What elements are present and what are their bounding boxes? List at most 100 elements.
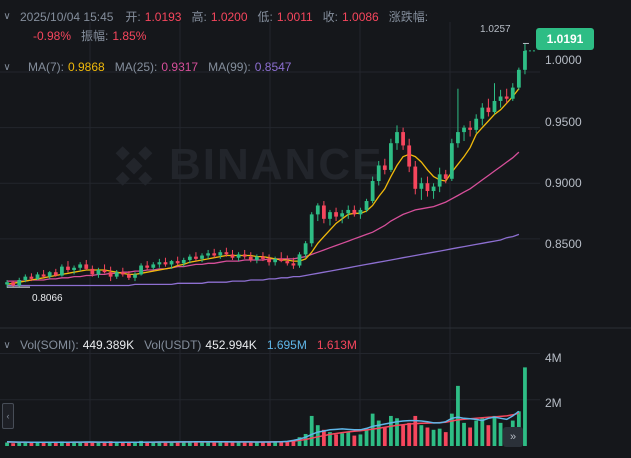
volume-bar xyxy=(96,442,101,446)
volume-bar xyxy=(169,442,174,446)
volume-bar xyxy=(194,442,198,446)
candle-body xyxy=(328,212,332,219)
volume-bar xyxy=(206,441,211,446)
close-label: 收: xyxy=(322,10,339,24)
candle-body xyxy=(523,50,527,70)
change-value: -0.98% xyxy=(33,28,72,43)
change-label: 涨跌幅: xyxy=(388,10,429,24)
candle-body xyxy=(334,212,338,217)
candle-body xyxy=(5,282,9,285)
volume-bar xyxy=(523,367,527,446)
ma99-line xyxy=(7,233,520,287)
candle-body xyxy=(248,256,253,260)
volume-bar xyxy=(267,441,271,446)
candle-body xyxy=(340,213,345,217)
price-tick-label: 0.8500 xyxy=(545,237,582,251)
volume-ma-line-b xyxy=(7,412,520,444)
candle-body xyxy=(321,205,326,219)
candle-body xyxy=(437,174,442,187)
volume-bar xyxy=(41,442,46,446)
scroll-left-button[interactable]: ‹ xyxy=(2,403,14,429)
volume-bar xyxy=(127,442,131,446)
volume-collapse-chevron-icon[interactable]: ∨ xyxy=(3,339,11,351)
candle-body xyxy=(59,266,64,276)
candle-body xyxy=(17,279,22,286)
ma7-value: 0.9868 xyxy=(68,60,105,74)
candle-body xyxy=(41,274,46,277)
candle-body xyxy=(279,258,284,262)
volume-ma-line-a xyxy=(6,410,520,444)
volume-bar xyxy=(401,425,405,446)
close-value: 1.0086 xyxy=(342,9,379,24)
low-value: 1.0011 xyxy=(276,9,313,24)
candle-body xyxy=(346,209,351,214)
candle-body xyxy=(291,263,296,266)
scroll-to-latest-button[interactable]: » xyxy=(503,427,523,447)
volume-bar xyxy=(151,442,156,446)
candle-body xyxy=(352,209,357,215)
ma-collapse-chevron-icon[interactable]: ∨ xyxy=(3,61,11,73)
candle-body xyxy=(145,265,150,268)
candle-body xyxy=(157,262,162,265)
volume-bar xyxy=(309,415,314,446)
volume-bar xyxy=(59,441,64,446)
volume-bar xyxy=(456,385,460,446)
volume-bar xyxy=(187,441,192,446)
collapse-chevron-icon[interactable]: ∨ xyxy=(3,11,11,22)
volume-bar xyxy=(328,432,332,446)
volume-bar xyxy=(468,427,473,446)
volume-bar xyxy=(364,428,369,446)
candle-body xyxy=(66,266,70,270)
volume-bar xyxy=(480,418,485,446)
candle-body xyxy=(425,183,430,192)
volume-bar xyxy=(35,442,40,446)
candle-body xyxy=(407,145,412,167)
price-tick-label: 1.0000 xyxy=(545,53,582,67)
candle-body xyxy=(516,69,521,88)
low-marker-label: 0.8066 xyxy=(32,293,63,304)
ma-row: ∨ MA(7): 0.9868 MA(25): 0.9317 MA(99): 0… xyxy=(0,60,301,74)
candle-body xyxy=(267,258,271,263)
volume-bar xyxy=(437,428,442,446)
volume-bar xyxy=(431,429,436,446)
candle-body xyxy=(480,107,485,119)
vol-ma-a-value: 1.695M xyxy=(266,338,307,352)
volume-bar xyxy=(120,442,125,446)
amplitude-label: 振幅: xyxy=(81,29,109,43)
volume-bar xyxy=(254,442,259,446)
candle-body xyxy=(53,272,58,276)
volume-bar xyxy=(53,442,58,446)
volume-bar xyxy=(17,442,22,446)
candle-body xyxy=(169,261,174,265)
candle-body xyxy=(376,165,381,182)
candle-body xyxy=(297,254,302,266)
candle-body xyxy=(449,143,454,179)
candle-body xyxy=(90,268,95,275)
candle-body xyxy=(84,264,89,269)
volume-bar xyxy=(242,442,247,446)
candle-body xyxy=(462,127,466,133)
candle-body xyxy=(96,269,101,275)
volume-bar xyxy=(285,441,290,446)
volume-bar xyxy=(72,442,76,446)
volume-bar xyxy=(474,420,479,446)
volume-bar xyxy=(462,422,466,446)
vol-coin-label: Vol(SOMI): xyxy=(20,338,79,352)
volume-bar xyxy=(11,443,16,446)
double-chevron-right-icon: » xyxy=(509,431,517,443)
volume-bar xyxy=(340,433,345,446)
volume-bar xyxy=(145,441,150,446)
candle-body xyxy=(510,87,515,99)
candle-body xyxy=(206,253,211,256)
candle-datetime: 2025/10/04 15:45 xyxy=(20,9,114,24)
candle-body xyxy=(431,186,436,192)
volume-bar xyxy=(114,442,119,446)
volume-bar xyxy=(66,442,70,446)
volume-bar xyxy=(212,442,217,446)
candle-body xyxy=(242,254,247,257)
candle-body xyxy=(151,264,156,268)
price-tick-label: 0.9500 xyxy=(545,115,582,129)
candle-body xyxy=(498,96,503,101)
ma99-value: 0.8547 xyxy=(254,60,292,74)
